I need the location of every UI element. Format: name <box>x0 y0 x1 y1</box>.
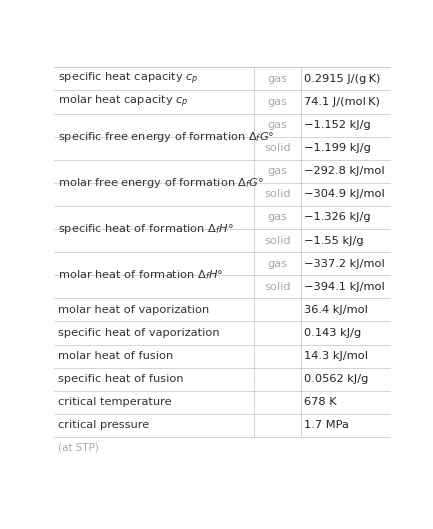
Text: 678 K: 678 K <box>304 397 337 407</box>
Text: −1.55 kJ/g: −1.55 kJ/g <box>304 235 364 245</box>
Text: −337.2 kJ/mol: −337.2 kJ/mol <box>304 259 385 269</box>
Text: gas: gas <box>267 97 287 107</box>
Text: molar free energy of formation $\Delta_f G°$: molar free energy of formation $\Delta_f… <box>58 176 265 190</box>
Text: −1.152 kJ/g: −1.152 kJ/g <box>304 120 371 130</box>
Text: 36.4 kJ/mol: 36.4 kJ/mol <box>304 305 368 315</box>
Text: solid: solid <box>264 282 291 292</box>
Text: gas: gas <box>267 74 287 84</box>
Text: gas: gas <box>267 213 287 223</box>
Text: 0.2915 J/(g K): 0.2915 J/(g K) <box>304 74 381 84</box>
Text: 1.7 MPa: 1.7 MPa <box>304 421 349 431</box>
Text: specific free energy of formation $\Delta_f G°$: specific free energy of formation $\Delt… <box>58 130 275 144</box>
Text: critical pressure: critical pressure <box>58 421 149 431</box>
Text: critical temperature: critical temperature <box>58 397 172 407</box>
Text: specific heat capacity $c_p$: specific heat capacity $c_p$ <box>58 71 199 87</box>
Text: molar heat of vaporization: molar heat of vaporization <box>58 305 210 315</box>
Text: 0.143 kJ/g: 0.143 kJ/g <box>304 328 362 338</box>
Text: (at STP): (at STP) <box>58 443 99 453</box>
Text: molar heat capacity $c_p$: molar heat capacity $c_p$ <box>58 94 188 110</box>
Text: molar heat of formation $\Delta_f H°$: molar heat of formation $\Delta_f H°$ <box>58 268 224 282</box>
Text: specific heat of vaporization: specific heat of vaporization <box>58 328 220 338</box>
Text: solid: solid <box>264 189 291 199</box>
Text: gas: gas <box>267 166 287 176</box>
Text: −394.1 kJ/mol: −394.1 kJ/mol <box>304 282 385 292</box>
Text: −1.199 kJ/g: −1.199 kJ/g <box>304 143 371 153</box>
Text: 0.0562 kJ/g: 0.0562 kJ/g <box>304 374 368 384</box>
Text: solid: solid <box>264 143 291 153</box>
Text: gas: gas <box>267 259 287 269</box>
Text: 14.3 kJ/mol: 14.3 kJ/mol <box>304 351 368 361</box>
Text: molar heat of fusion: molar heat of fusion <box>58 351 173 361</box>
Text: −1.326 kJ/g: −1.326 kJ/g <box>304 213 371 223</box>
Text: solid: solid <box>264 235 291 245</box>
Text: −292.8 kJ/mol: −292.8 kJ/mol <box>304 166 385 176</box>
Text: −304.9 kJ/mol: −304.9 kJ/mol <box>304 189 385 199</box>
Text: gas: gas <box>267 120 287 130</box>
Text: specific heat of formation $\Delta_f H°$: specific heat of formation $\Delta_f H°$ <box>58 222 234 236</box>
Text: specific heat of fusion: specific heat of fusion <box>58 374 184 384</box>
Text: 74.1 J/(mol K): 74.1 J/(mol K) <box>304 97 380 107</box>
